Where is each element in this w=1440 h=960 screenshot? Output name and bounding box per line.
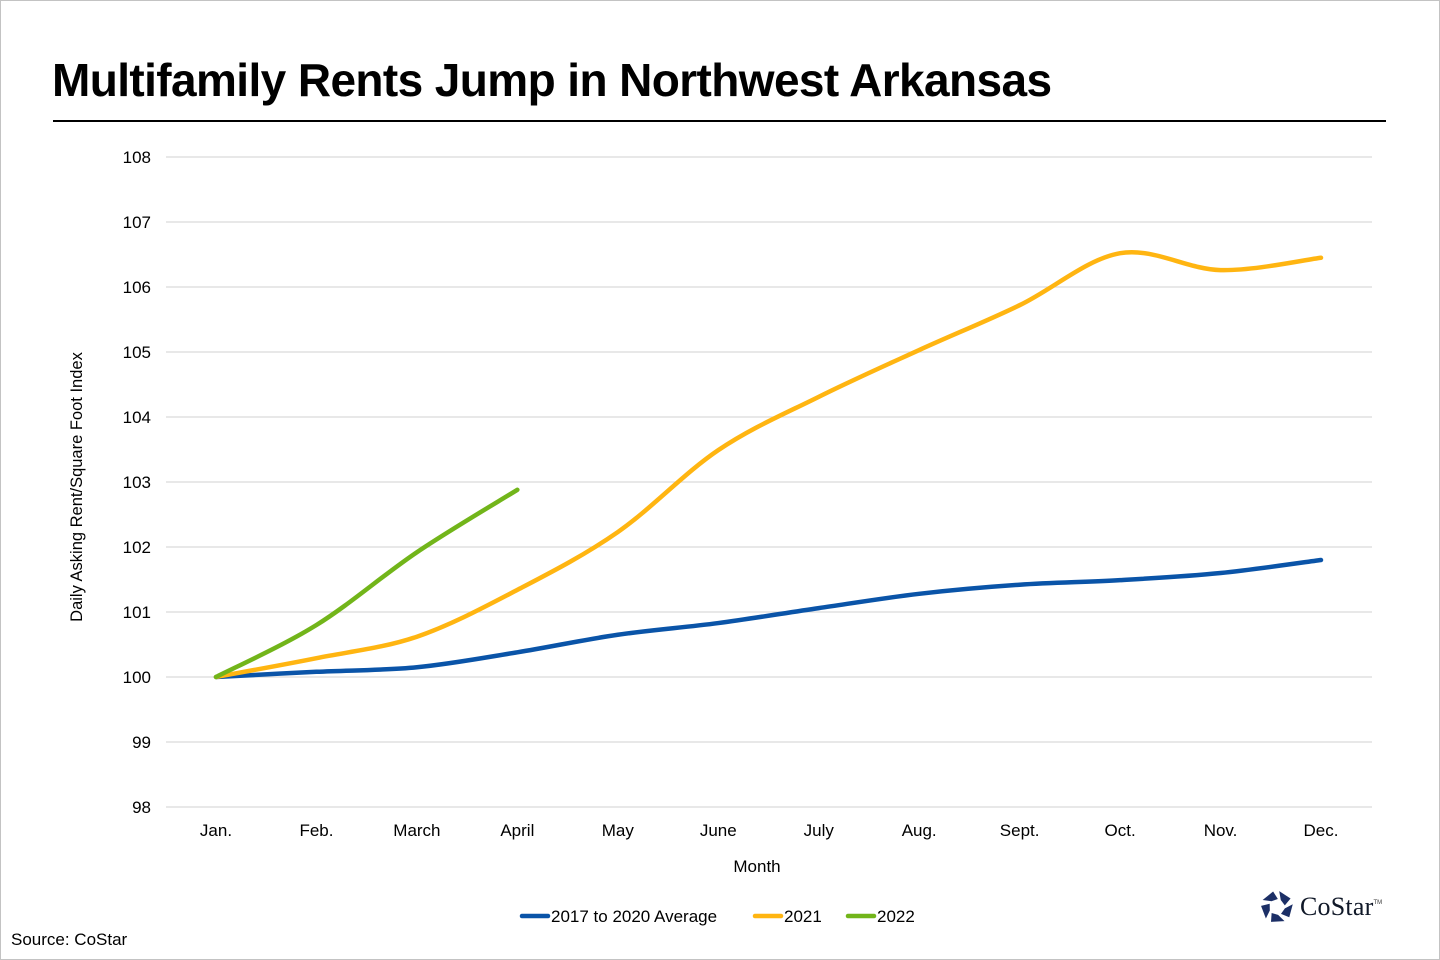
- x-tick-label: Aug.: [902, 821, 937, 840]
- legend-label-series-2022: 2022: [877, 907, 915, 926]
- legend: 2017 to 2020 Average 2021 2022: [519, 907, 915, 926]
- y-tick-label: 105: [123, 343, 151, 362]
- logo-trademark: TM: [1373, 900, 1383, 906]
- costar-star-icon: [1261, 891, 1293, 922]
- x-tick-label: Nov.: [1204, 821, 1238, 840]
- x-tick-label: Feb.: [299, 821, 333, 840]
- data-series: [213, 250, 1324, 680]
- title-divider: [53, 120, 1386, 122]
- x-tick-label: Oct.: [1105, 821, 1136, 840]
- x-tick-label: July: [804, 821, 835, 840]
- logo-wordmark: CoStar: [1300, 892, 1374, 921]
- y-tick-label: 104: [123, 408, 151, 427]
- x-tick-label: Dec.: [1304, 821, 1339, 840]
- x-tick-label: Jan.: [200, 821, 232, 840]
- y-axis-label: Daily Asking Rent/Square Foot Index: [68, 351, 86, 621]
- y-tick-label: 107: [123, 213, 151, 232]
- y-tick-label: 108: [123, 148, 151, 167]
- x-tick-label: May: [602, 821, 635, 840]
- x-axis-ticks: Jan. Feb. March April May June July Aug. Sept. Oc…: [200, 821, 1339, 840]
- y-tick-label: 99: [132, 733, 151, 752]
- y-tick-label: 102: [123, 538, 151, 557]
- source-note: Source: CoStar: [11, 930, 128, 949]
- y-axis-ticks: 98 99 100 101 102 103 104 105 106 107 108: [123, 148, 151, 817]
- chart-title: Multifamily Rents Jump in Northwest Arka…: [52, 54, 1052, 106]
- gridlines: [166, 156, 1372, 808]
- legend-label-series-2021: 2021: [784, 907, 822, 926]
- x-axis-label: Month: [733, 857, 780, 876]
- y-tick-label: 100: [123, 668, 151, 687]
- legend-label-series-2017-2020-average: 2017 to 2020 Average: [551, 907, 717, 926]
- y-tick-label: 101: [123, 603, 151, 622]
- y-tick-label: 103: [123, 473, 151, 492]
- y-tick-label: 106: [123, 278, 151, 297]
- x-tick-label: Sept.: [1000, 821, 1040, 840]
- series-2022-line: [213, 487, 520, 680]
- y-tick-label: 98: [132, 798, 151, 817]
- x-tick-label: June: [700, 821, 737, 840]
- costar-logo: CoStar TM: [1260, 890, 1382, 924]
- series-2021-line: [213, 250, 1324, 680]
- x-tick-label: March: [393, 821, 440, 840]
- series-2017-2020-average-line: [213, 557, 1324, 680]
- x-tick-label: April: [500, 821, 534, 840]
